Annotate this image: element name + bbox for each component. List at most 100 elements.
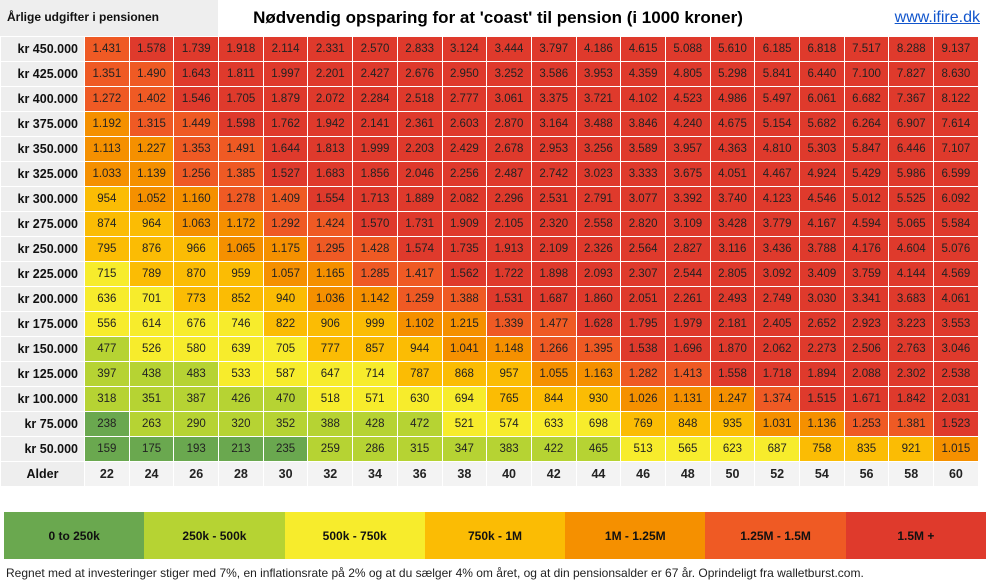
table-cell: 6.440 (799, 61, 845, 87)
table-row: kr 450.000 1.431 1.578 1.739 1.918 2.114 2.331… (0, 36, 979, 62)
table-cell: 3.409 (799, 261, 845, 287)
table-cell: 193 (173, 436, 220, 462)
table-cell: 3.092 (754, 261, 800, 287)
table-cell: 1.696 (664, 336, 711, 362)
table-cell: 698 (575, 411, 622, 437)
table-cell: 2.181 (709, 311, 756, 337)
table-cell: 5.847 (843, 136, 890, 162)
table-cell: 874 (84, 211, 130, 237)
age-cell: 54 (799, 461, 845, 487)
table-cell: 3.061 (486, 86, 532, 112)
table-cell: 4.467 (754, 161, 800, 187)
legend-item: 250k - 500k (144, 512, 285, 559)
table-cell: 3.586 (530, 61, 577, 87)
table-cell: 1.428 (352, 236, 398, 262)
table-cell: 4.810 (754, 136, 800, 162)
table-cell: 3.740 (709, 186, 756, 212)
table-cell: 2.284 (352, 86, 398, 112)
table-cell: 1.413 (664, 361, 711, 387)
table-cell: 848 (664, 411, 711, 437)
table-cell: 795 (84, 236, 130, 262)
table-cell: 2.506 (843, 336, 890, 362)
table-cell: 852 (218, 286, 264, 312)
table-cell: 1.339 (486, 311, 532, 337)
table-cell: 5.012 (843, 186, 890, 212)
table-cell: 1.409 (262, 186, 309, 212)
table-cell: 944 (396, 336, 443, 362)
table-cell: 857 (352, 336, 398, 362)
table-cell: 1.909 (441, 211, 488, 237)
table-cell: 1.424 (307, 211, 354, 237)
table-cell: 7.827 (888, 61, 935, 87)
row-label: kr 350.000 (0, 136, 85, 162)
age-label: Alder (0, 461, 85, 487)
table-cell: 352 (262, 411, 309, 437)
table-cell: 3.589 (620, 136, 666, 162)
age-cell: 52 (754, 461, 800, 487)
table-cell: 1.813 (307, 136, 354, 162)
table-cell: 213 (218, 436, 264, 462)
site-link[interactable]: www.ifire.dk (894, 9, 980, 26)
table-cell: 964 (128, 211, 175, 237)
table-cell: 6.446 (888, 136, 935, 162)
table-cell: 565 (664, 436, 711, 462)
table-cell: 2.870 (486, 111, 532, 137)
age-cell: 30 (262, 461, 309, 487)
table-cell: 1.247 (709, 386, 756, 412)
table-cell: 1.997 (262, 61, 309, 87)
table-cell: 4.805 (664, 61, 711, 87)
table-cell: 1.570 (352, 211, 398, 237)
table-cell: 6.092 (933, 186, 979, 212)
table-cell: 787 (396, 361, 443, 387)
table-cell: 3.341 (843, 286, 890, 312)
table-cell: 870 (173, 261, 220, 287)
table-cell: 746 (218, 311, 264, 337)
age-cell: 46 (620, 461, 666, 487)
table-cell: 694 (441, 386, 488, 412)
table-cell: 1.292 (262, 211, 309, 237)
table-cell: 636 (84, 286, 130, 312)
table-cell: 5.584 (933, 211, 979, 237)
table-cell: 518 (307, 386, 354, 412)
table-cell: 1.057 (262, 261, 309, 287)
row-label: kr 200.000 (0, 286, 85, 312)
table-cell: 1.860 (575, 286, 622, 312)
table-cell: 2.203 (396, 136, 443, 162)
table-cell: 426 (218, 386, 264, 412)
table-cell: 1.735 (441, 236, 488, 262)
table-cell: 7.107 (933, 136, 979, 162)
age-cell: 26 (173, 461, 220, 487)
table-cell: 769 (620, 411, 666, 437)
table-cell: 1.385 (218, 161, 264, 187)
table-cell: 2.082 (441, 186, 488, 212)
age-cell: 44 (575, 461, 622, 487)
table-cell: 1.515 (799, 386, 845, 412)
table-cell: 235 (262, 436, 309, 462)
table-cell: 2.558 (575, 211, 622, 237)
row-header-label: Årlige udgifter i pensionen (0, 0, 218, 36)
legend-item: 500k - 750k (284, 512, 425, 559)
table-cell: 1.523 (933, 411, 979, 437)
table-cell: 428 (352, 411, 398, 437)
table-cell: 2.950 (441, 61, 488, 87)
table-cell: 397 (84, 361, 130, 387)
table-cell: 6.264 (843, 111, 890, 137)
table-cell: 1.889 (396, 186, 443, 212)
table-cell: 3.444 (486, 36, 532, 62)
table-cell: 1.491 (218, 136, 264, 162)
table-cell: 1.278 (218, 186, 264, 212)
table-cell: 1.558 (709, 361, 756, 387)
table-cell: 472 (396, 411, 443, 437)
table-cell: 2.046 (396, 161, 443, 187)
table-cell: 2.256 (441, 161, 488, 187)
table-cell: 556 (84, 311, 130, 337)
table-cell: 318 (84, 386, 130, 412)
table-cell: 2.742 (530, 161, 577, 187)
table-cell: 3.428 (709, 211, 756, 237)
row-label: kr 325.000 (0, 161, 85, 187)
table-cell: 930 (575, 386, 622, 412)
table-cell: 3.953 (575, 61, 622, 87)
table-cell: 1.015 (933, 436, 979, 462)
table-cell: 623 (709, 436, 756, 462)
table-cell: 868 (441, 361, 488, 387)
